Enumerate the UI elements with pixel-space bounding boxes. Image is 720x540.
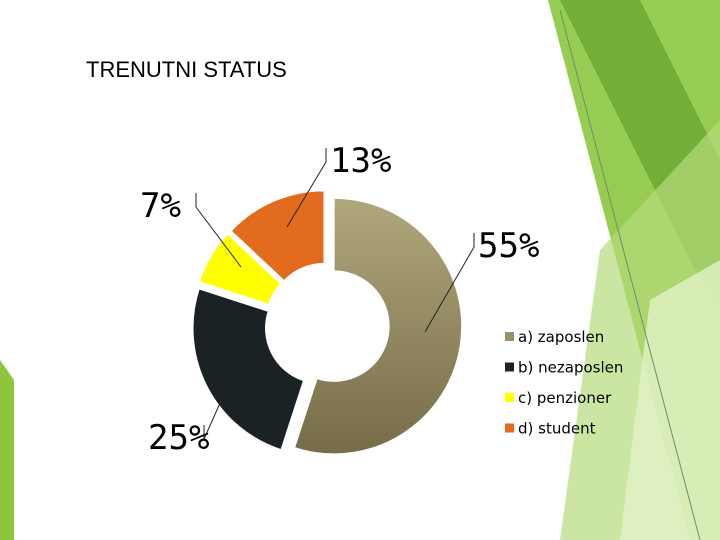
data-label: 13% bbox=[330, 141, 391, 181]
donut-slice bbox=[229, 189, 325, 282]
leader-line bbox=[203, 364, 238, 440]
legend-label: c) penzioner bbox=[518, 389, 612, 407]
chart-title: TRENUTNI STATUS bbox=[86, 57, 287, 82]
data-label: 55% bbox=[478, 226, 539, 266]
legend-swatch bbox=[505, 423, 514, 433]
donut-slice bbox=[192, 287, 305, 451]
data-label: 7% bbox=[140, 186, 181, 226]
leader-line bbox=[424, 233, 475, 333]
donut: 55% 25% 7% 13% bbox=[140, 141, 539, 458]
legend-label: a) zaposlen bbox=[518, 328, 604, 346]
legend-swatch bbox=[505, 332, 514, 341]
donut-slice bbox=[293, 197, 463, 455]
legend-swatch bbox=[505, 393, 514, 402]
legend-swatch bbox=[505, 362, 514, 372]
legend-label: d) student bbox=[518, 420, 596, 438]
data-label: 25% bbox=[148, 418, 209, 458]
legend: a) zaposlen b) nezaposlen c) penzioner d) s… bbox=[505, 328, 623, 438]
legend-label: b) nezaposlen bbox=[518, 359, 623, 377]
donut-slice bbox=[198, 232, 282, 306]
leader-line bbox=[286, 148, 327, 228]
leader-line bbox=[195, 193, 242, 268]
